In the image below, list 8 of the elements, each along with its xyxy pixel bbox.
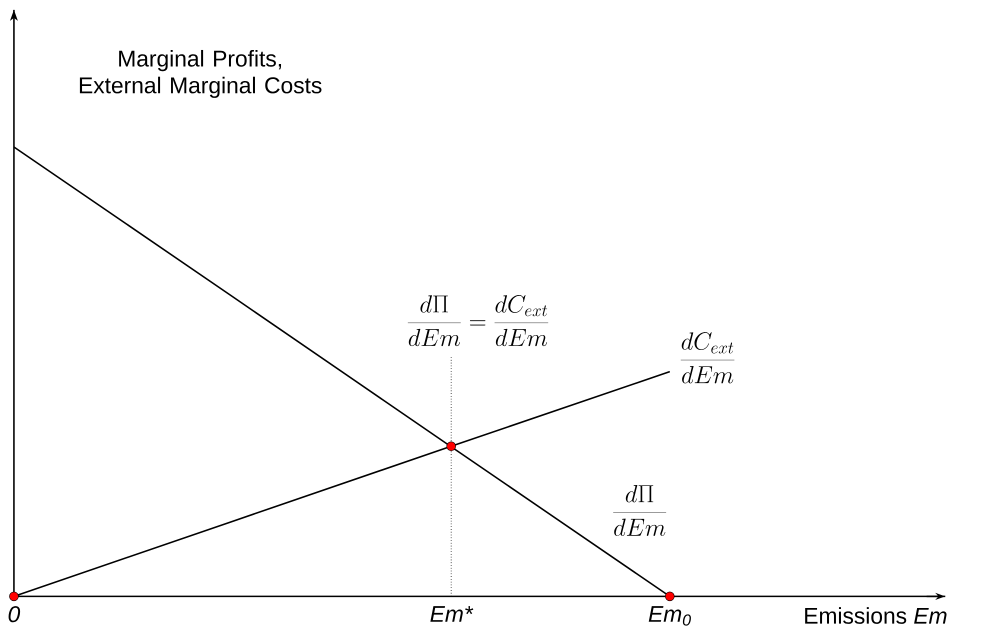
y-axis-title: Marginal Profits, External Marginal Costs — [80, 50, 322, 98]
x-tick-label: Em* — [430, 606, 474, 622]
series-label: $\frac{dC_{ext}}{dEm}$ — [680, 332, 734, 384]
annotation: $\frac{d\Pi}{dEm}=\frac{dC_{ext}}{dEm}$ — [408, 294, 548, 346]
x-tick-label: 0 — [8, 606, 20, 622]
x-tick-label: Em$_{0}$ — [648, 606, 691, 626]
series-label: $\frac{d\Pi}{dEm}$ — [613, 484, 666, 536]
x-axis-title: Emissions Em — [805, 607, 947, 624]
